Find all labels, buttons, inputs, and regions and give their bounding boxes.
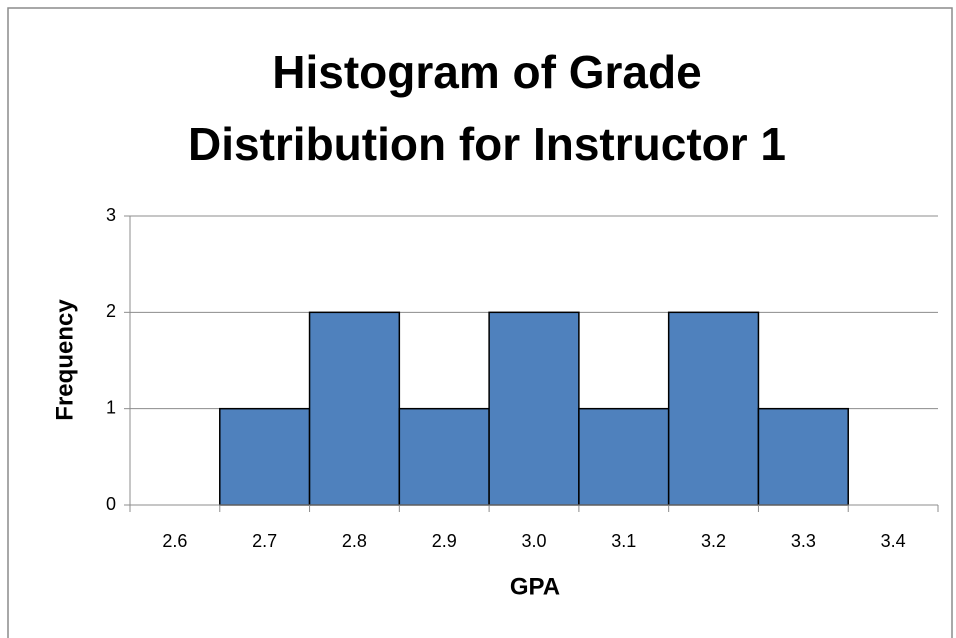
x-axis-label: GPA <box>510 573 560 600</box>
bar <box>308 311 401 506</box>
x-tick-label: 3.2 <box>701 531 726 551</box>
x-tick-label: 3.4 <box>881 531 906 551</box>
y-tick-label: 1 <box>106 397 116 417</box>
bar <box>488 311 580 506</box>
x-tick-label: 2.9 <box>432 531 457 551</box>
x-tick-label: 2.7 <box>252 531 277 551</box>
y-axis-label: Frequency <box>51 299 78 421</box>
bar <box>667 311 760 506</box>
y-tick-label: 2 <box>106 301 116 321</box>
y-tick-label: 3 <box>106 205 116 225</box>
x-tick-label: 2.8 <box>342 531 367 551</box>
bar <box>578 407 670 506</box>
x-tick-label: 3.3 <box>791 531 816 551</box>
chart-title: Histogram of Grade <box>272 46 701 98</box>
x-tick-label: 2.6 <box>162 531 187 551</box>
bar <box>398 407 490 506</box>
bar <box>219 407 311 506</box>
chart-title: Distribution for Instructor 1 <box>188 118 786 170</box>
bar <box>757 407 849 506</box>
y-tick-label: 0 <box>106 494 116 514</box>
x-tick-label: 3.0 <box>521 531 546 551</box>
x-tick-label: 3.1 <box>611 531 636 551</box>
chart-border <box>7 7 953 638</box>
